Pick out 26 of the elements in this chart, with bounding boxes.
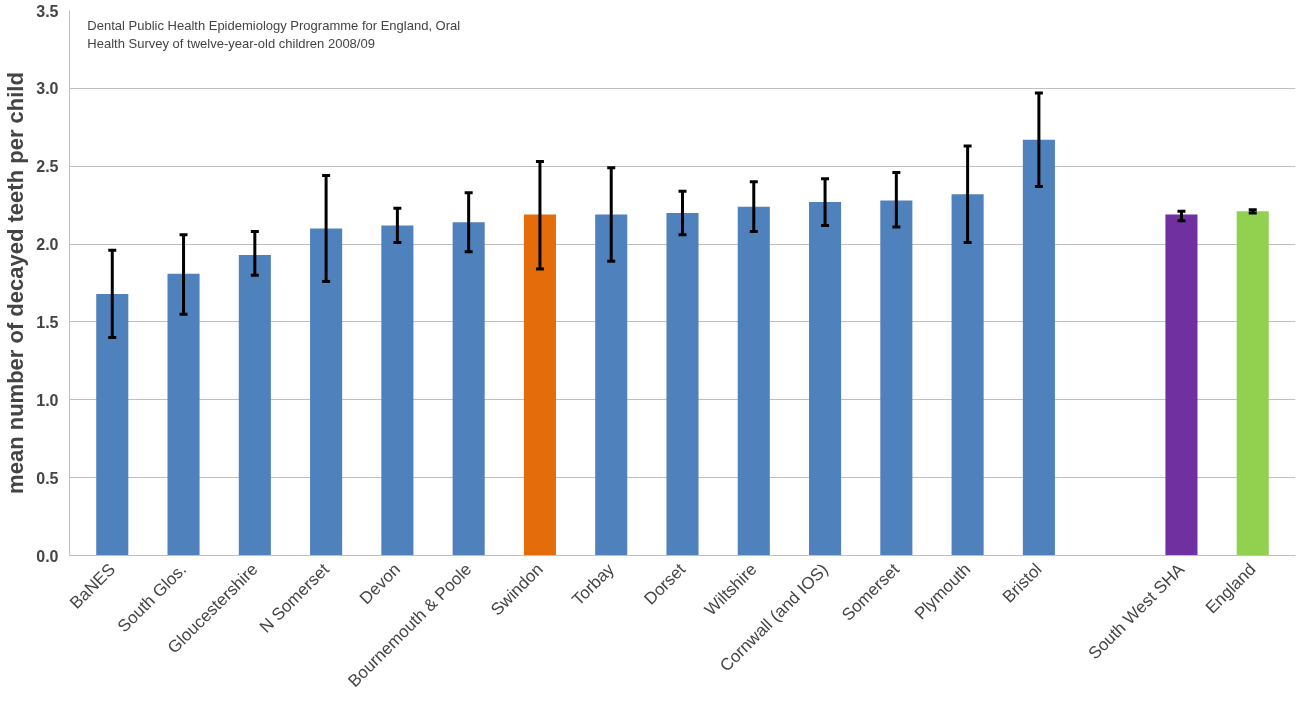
- bar: [1165, 214, 1198, 556]
- annotation: Dental Public Health Epidemiology Programme for England, Oral Health Survey of twelve-year-old children 2008/09: [87, 18, 461, 52]
- bar: [381, 225, 414, 556]
- y-tick-label: 0.5: [36, 469, 59, 487]
- bar: [310, 228, 343, 556]
- bar: [809, 202, 842, 556]
- bar: [452, 222, 485, 556]
- bar: [1236, 211, 1269, 556]
- bar: [96, 293, 129, 556]
- y-tick-label: 1.5: [36, 313, 59, 331]
- y-tick-label: 3.0: [36, 80, 59, 98]
- bar: [880, 200, 913, 556]
- bar: [595, 214, 628, 556]
- bar: [1022, 139, 1055, 556]
- bar: [737, 206, 770, 556]
- bar: [238, 254, 271, 556]
- y-tick-label: 0.0: [36, 547, 59, 565]
- y-tick-label: 2.0: [36, 236, 59, 254]
- y-tick-label: 3.5: [36, 2, 59, 20]
- y-tick-label: 1.0: [36, 391, 59, 409]
- y-tick-label: 2.5: [36, 158, 59, 176]
- bar: [523, 214, 556, 556]
- bar: [167, 273, 200, 556]
- bar: [951, 194, 984, 556]
- y-axis-title: mean number of decayed teeth per child: [3, 72, 29, 494]
- bar: [666, 212, 699, 556]
